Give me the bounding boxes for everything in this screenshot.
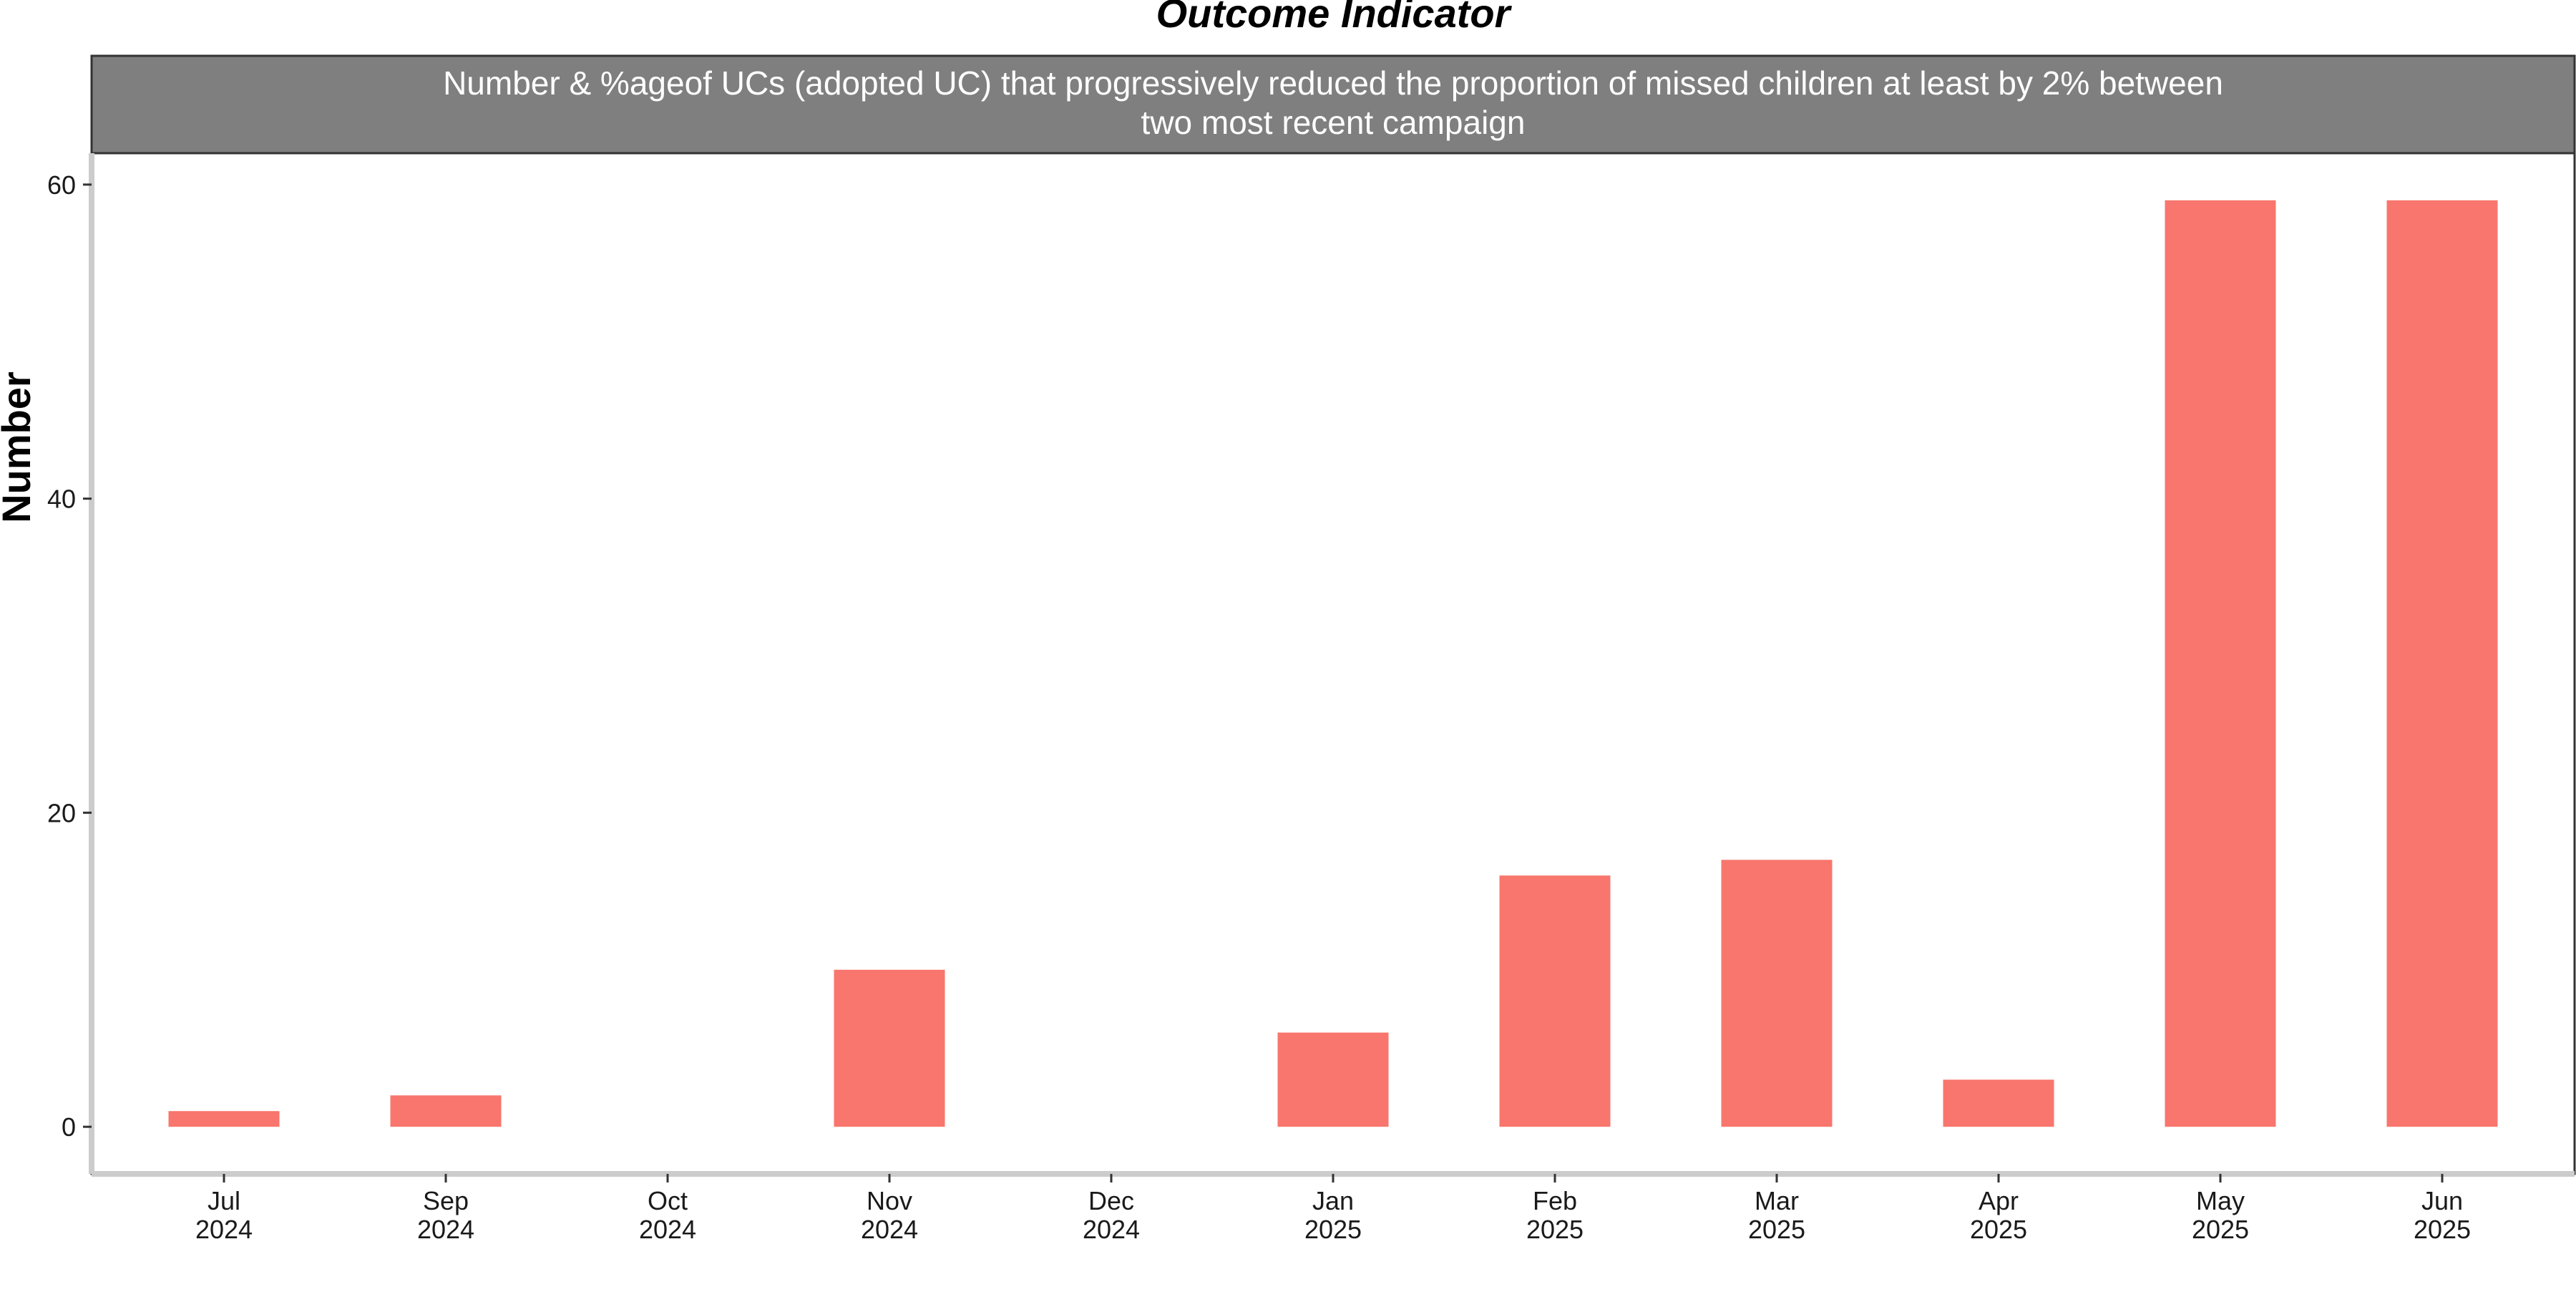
bar-apr-2025 <box>1943 1079 2054 1127</box>
y-tick-label: 40 <box>47 485 76 514</box>
bar-feb-2025 <box>1499 875 1611 1127</box>
x-tick-label: May <box>2196 1186 2245 1215</box>
bar-mar-2025 <box>1721 860 1833 1127</box>
x-tick-label: Dec <box>1088 1186 1134 1215</box>
x-tick-label: Jan <box>1312 1186 1354 1215</box>
x-tick-label: Sep <box>423 1186 469 1215</box>
y-tick-label: 0 <box>62 1112 76 1142</box>
bar-jun-2025 <box>2386 200 2498 1127</box>
x-tick-label: Mar <box>1755 1186 1799 1215</box>
facet-strip <box>90 54 2576 155</box>
bars-layer <box>168 200 2498 1127</box>
x-tick-label: 2024 <box>861 1215 918 1244</box>
bar-nov-2024 <box>834 969 945 1127</box>
x-tick-label: 2025 <box>2414 1215 2471 1244</box>
bar-may-2025 <box>2165 200 2276 1127</box>
x-tick-label: Jul <box>208 1186 240 1215</box>
x-tick-label: Feb <box>1533 1186 1577 1215</box>
x-tick-label: 2024 <box>417 1215 474 1244</box>
x-tick-label: 2024 <box>639 1215 696 1244</box>
plot-panel <box>90 152 2576 1175</box>
chart-title: Outcome Indicator <box>1156 0 1513 36</box>
x-tick-label: 2025 <box>1748 1215 1805 1244</box>
facet-strip-label-line-2: two most recent campaign <box>1141 104 1526 141</box>
x-ticks-layer: Jul2024Sep2024Oct2024Nov2024Dec2024Jan20… <box>195 1174 2471 1244</box>
x-tick-label: 2025 <box>1304 1215 1362 1244</box>
y-axis-title: Number <box>0 371 39 523</box>
facet-strip-label-line-1: Number & %ageof UCs (adopted UC) that pr… <box>443 64 2223 102</box>
bar-jul-2024 <box>168 1111 280 1127</box>
bar-jan-2025 <box>1277 1032 1389 1127</box>
x-tick-label: 2025 <box>1970 1215 2027 1244</box>
x-tick-label: 2025 <box>2192 1215 2249 1244</box>
bar-sep-2024 <box>390 1095 502 1127</box>
x-tick-label: Jun <box>2421 1186 2463 1215</box>
x-tick-label: 2025 <box>1526 1215 1584 1244</box>
x-tick-label: 2024 <box>195 1215 253 1244</box>
y-tick-label: 20 <box>47 798 76 827</box>
y-ticks-layer: 0 20 40 60 <box>47 170 92 1142</box>
x-tick-label: Oct <box>648 1186 688 1215</box>
x-tick-label: 2024 <box>1083 1215 1140 1244</box>
x-tick-label: Nov <box>867 1186 912 1215</box>
y-tick-label: 60 <box>47 170 76 200</box>
x-tick-label: Apr <box>1979 1186 2019 1215</box>
